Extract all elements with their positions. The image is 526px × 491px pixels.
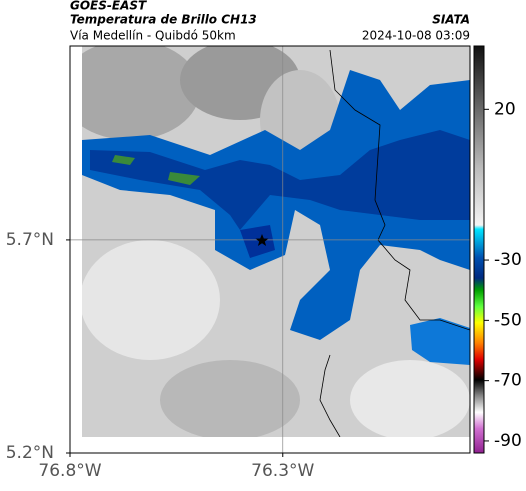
colorbar-tick-label: -50 <box>494 310 522 330</box>
colorbar <box>473 45 485 454</box>
location: Vía Medellín - Quibdó 50km <box>70 29 236 43</box>
y-tick-label: 5.7°N <box>6 230 54 250</box>
map-frame <box>69 45 471 454</box>
colorbar-tick-label: -70 <box>494 371 522 391</box>
city-marker <box>255 234 269 246</box>
colorbar-tick-label: 20 <box>494 99 516 119</box>
x-tick-label: 76.3°W <box>251 461 314 481</box>
title: Temperatura de Brillo CH13 <box>70 13 257 27</box>
x-tick-label: 76.8°W <box>38 461 101 481</box>
source: GOES-EAST <box>70 0 147 13</box>
colorbar-tick-label: -90 <box>494 431 522 451</box>
datetime: 2024-10-08 03:09 <box>362 29 470 43</box>
colorbar-tick-label: -30 <box>494 250 522 270</box>
satellite-image <box>82 46 470 437</box>
y-tick-label: 5.2°N <box>6 443 54 463</box>
agency: SIATA <box>432 13 470 27</box>
